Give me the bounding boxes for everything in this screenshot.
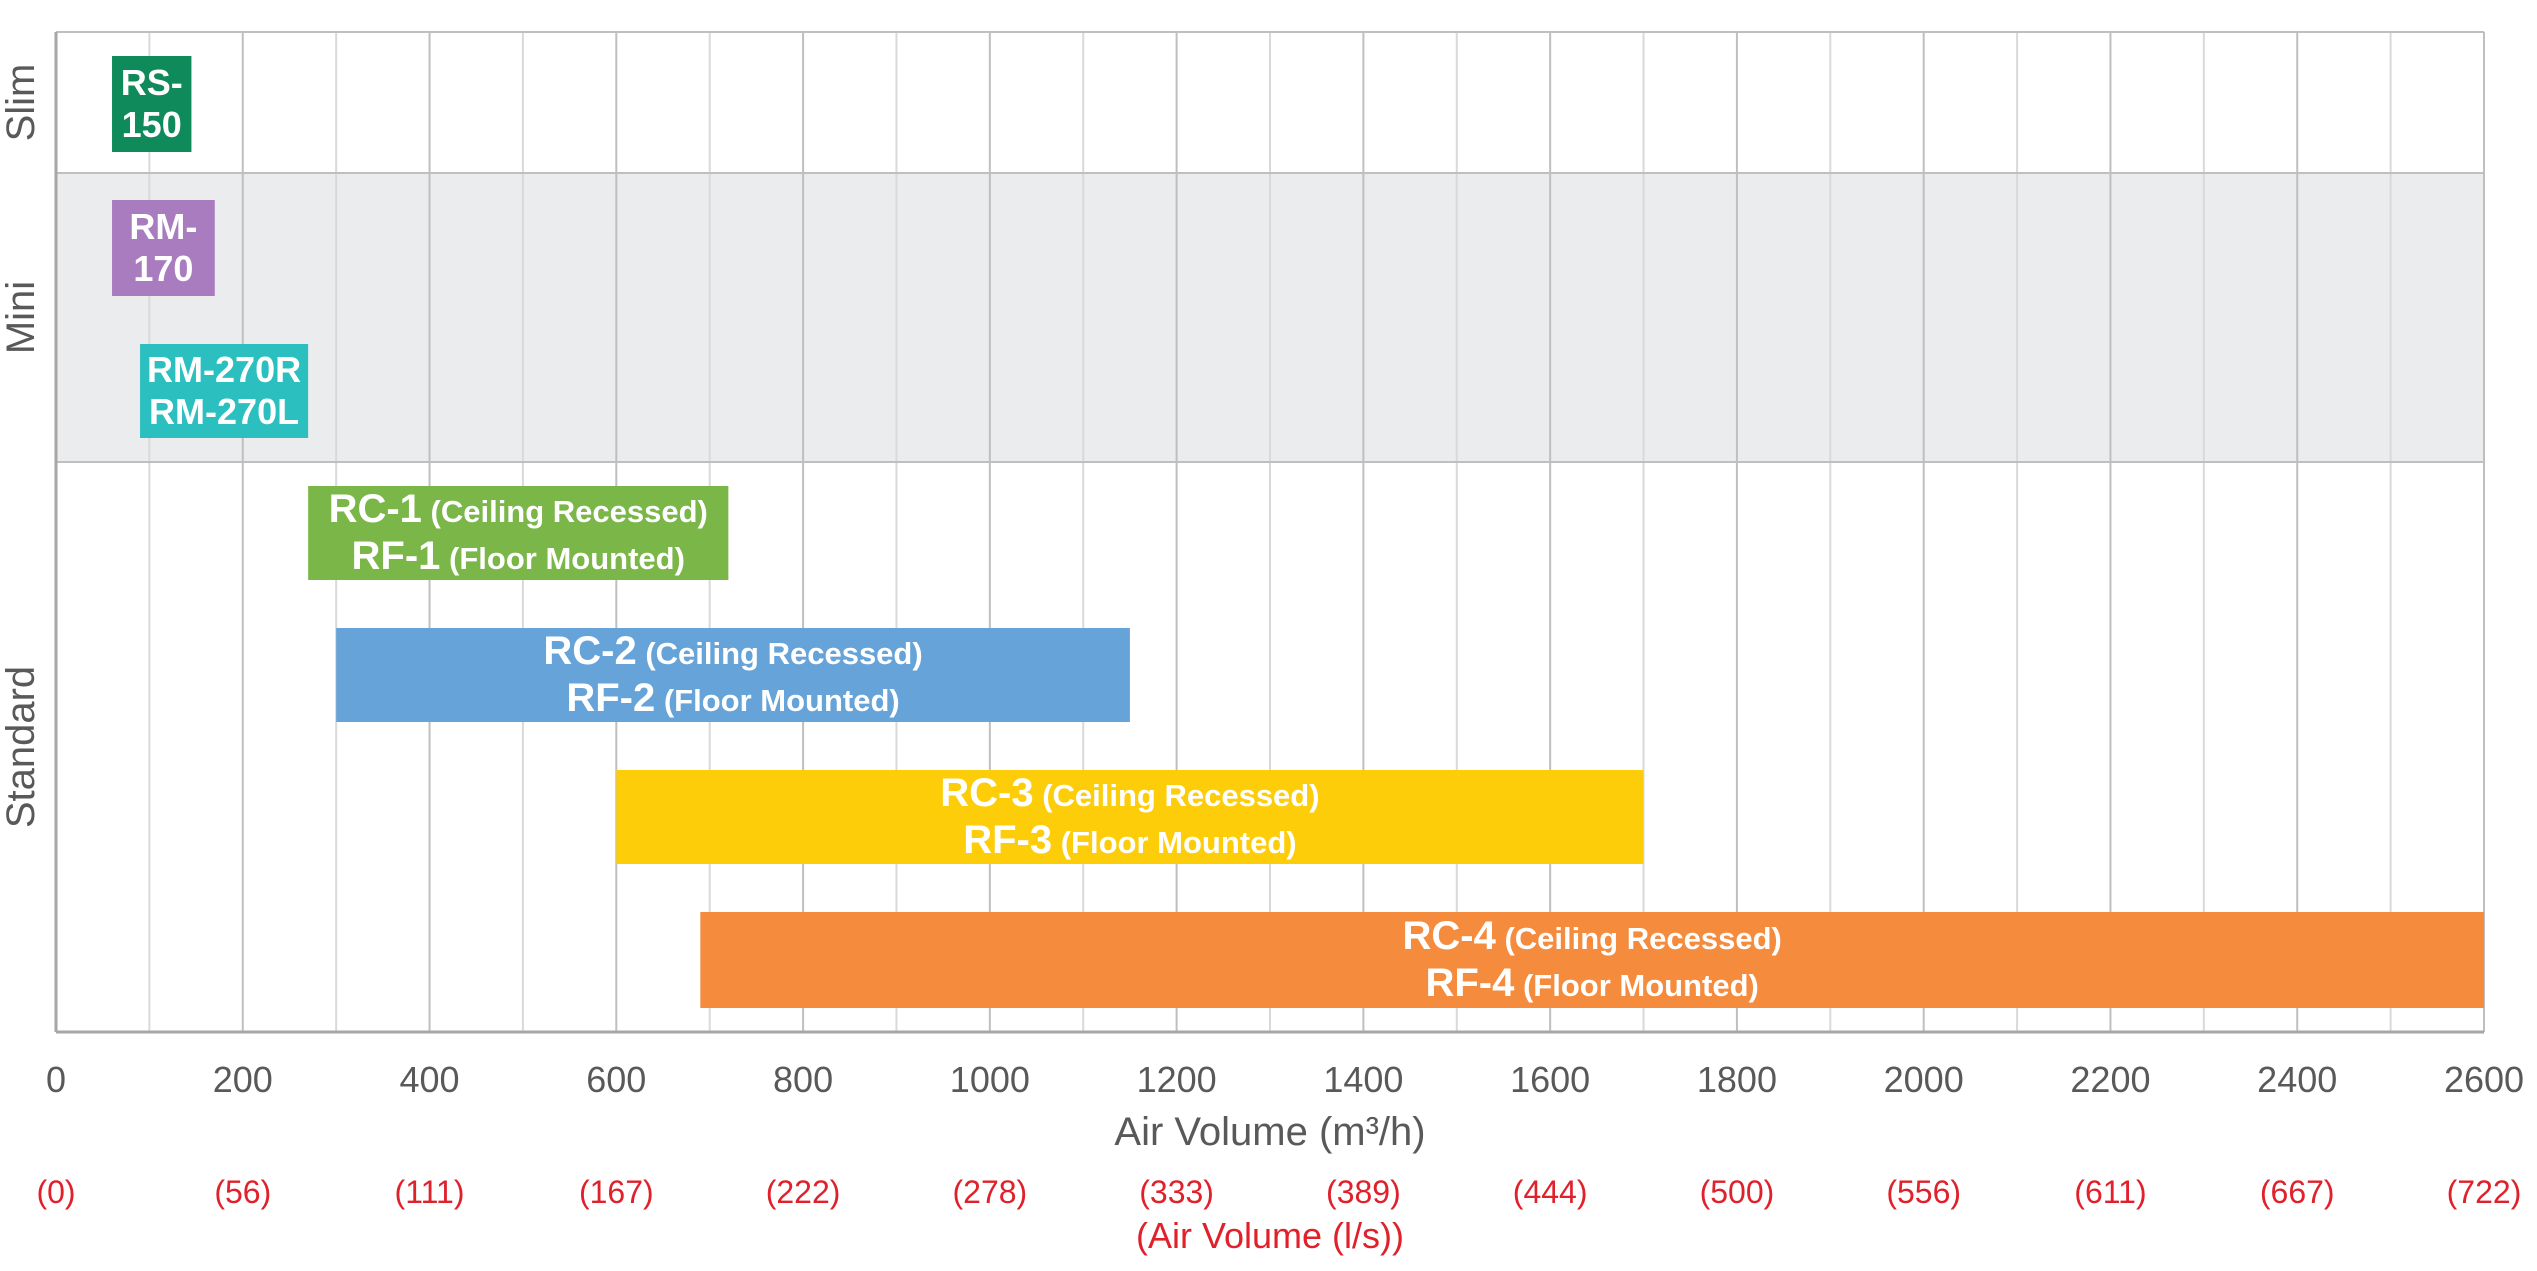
bar-label-line: RM-270R [147,349,301,391]
x-tick-label: 1200 [1137,1059,1217,1100]
bar-model-name: RM-270R [147,348,302,390]
x-tick-label: 0 [46,1059,66,1100]
bar-label: RC-1 (Ceiling Recessed) RF-1 (Floor Mount… [308,486,728,580]
bar-label: RM-270R RM-270L [140,344,308,438]
x-tick-label: 1000 [950,1059,1030,1100]
bar-label-line: RC-3 (Ceiling Recessed) [940,770,1319,817]
x-tick-label: 2400 [2257,1059,2337,1100]
bar-rc4 [700,912,2485,1008]
x-secondary-tick-label: (0) [36,1174,75,1210]
bar-model-name: RF-4 [1425,961,1515,1005]
bar-label-line: 150 [122,104,182,146]
bar-rm [112,200,215,296]
x-secondary-tick-label: (111) [395,1174,465,1210]
bar-model-name: RS- [120,61,183,103]
x-tick-label: 200 [213,1059,273,1100]
x-tick-label: 1800 [1697,1059,1777,1100]
x-axis-title: Air Volume (m³/h) [1114,1110,1425,1154]
x-secondary-tick-label: (444) [1513,1174,1588,1210]
x-secondary-tick-label: (56) [214,1174,271,1210]
bar-label-line: RM-270L [149,391,299,433]
bar-model-description: (Ceiling Recessed) [1495,920,1782,956]
x-secondary-tick-label: (389) [1326,1174,1401,1210]
bar-model-name: RC-2 [543,628,637,673]
bar-label-line: 170 [133,248,193,290]
bar-label-line: RF-4 (Floor Mounted) [1425,960,1758,1007]
bar-model-name: 170 [133,248,194,289]
x-secondary-tick-label: (611) [2074,1174,2146,1210]
bar-label-line: RF-2 (Floor Mounted) [566,675,899,722]
bar-label: RC-2 (Ceiling Recessed) RF-2 (Floor Mount… [336,628,1130,722]
x-tick-label: 800 [773,1059,833,1100]
bar-model-name: RF-3 [963,818,1053,862]
bar-label: RC-4 (Ceiling Recessed) RF-4 (Floor Mount… [700,912,2484,1008]
bar-model-description: (Floor Mounted) [655,683,900,718]
bar-label-line: RC-4 (Ceiling Recessed) [1403,913,1782,960]
bar-label-line: RS- [121,62,183,104]
x-tick-label: 600 [586,1059,646,1100]
x-tick-label: 400 [399,1059,459,1100]
bar-model-name: RC-3 [940,770,1034,815]
bar-model-name: RC-4 [1402,913,1496,958]
bar-label-line: RF-3 (Floor Mounted) [963,817,1296,864]
bar-rs [112,56,192,152]
x-tick-label: 2000 [1884,1059,1964,1100]
bar-label: RS- 150 [112,56,191,152]
bar-rm270r [140,344,309,438]
x-tick-label: 1600 [1510,1059,1590,1100]
bar-model-description: (Floor Mounted) [440,541,685,576]
bar-model-description: (Ceiling Recessed) [1033,777,1320,813]
x-secondary-tick-label: (667) [2260,1174,2335,1210]
x-secondary-tick-label: (556) [1886,1174,1961,1210]
x-secondary-axis-title: (Air Volume (l/s)) [1136,1215,1404,1256]
bar-label: RC-3 (Ceiling Recessed) RF-3 (Floor Mount… [616,770,1643,864]
category-label-standard: Standard [0,666,43,828]
x-secondary-tick-label: (278) [952,1174,1027,1210]
bar-label-line: RF-1 (Floor Mounted) [352,533,685,580]
bar-model-name: RF-2 [566,676,656,720]
bar-model-name: 150 [121,104,182,145]
bar-label: RM- 170 [112,200,215,296]
bar-rc2 [336,628,1130,722]
bar-model-description: (Floor Mounted) [1052,825,1297,860]
bar-model-description: (Floor Mounted) [1514,968,1759,1003]
x-secondary-tick-label: (722) [2447,1174,2522,1210]
category-label-mini: Mini [0,281,43,354]
bar-model-name: RM- [129,205,198,247]
bar-label-line: RC-1 (Ceiling Recessed) [329,486,708,533]
x-tick-label: 2600 [2444,1059,2524,1100]
x-tick-label: 1400 [1323,1059,1403,1100]
bar-model-description: (Ceiling Recessed) [421,493,708,529]
bar-model-description: (Ceiling Recessed) [636,635,923,671]
x-secondary-tick-label: (333) [1139,1174,1214,1210]
bar-model-name: RC-1 [328,486,422,531]
x-secondary-tick-label: (222) [766,1174,841,1210]
x-secondary-tick-label: (500) [1700,1174,1775,1210]
x-secondary-tick-label: (167) [579,1174,654,1210]
x-tick-label: 2200 [2070,1059,2150,1100]
bar-label-line: RM- [129,206,197,248]
bar-rc3 [616,770,1644,864]
category-label-slim: Slim [0,64,43,142]
bar-model-name: RM-270L [149,391,300,432]
bar-model-name: RF-1 [351,534,441,578]
bar-rc1 [308,486,729,580]
bar-label-line: RC-2 (Ceiling Recessed) [543,628,922,675]
